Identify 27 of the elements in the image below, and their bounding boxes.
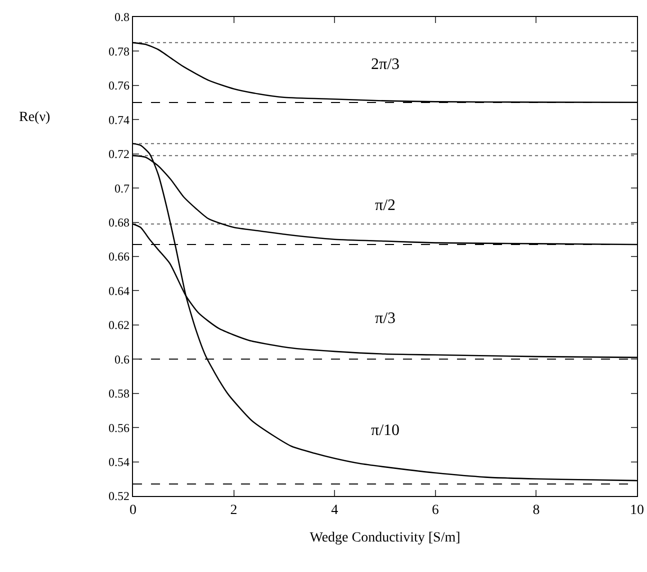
x-tick-label: 4 xyxy=(331,502,338,518)
y-tick-label: 0.56 xyxy=(108,420,130,435)
y-tick-label: 0.8 xyxy=(114,10,130,24)
y-tick-label: 0.78 xyxy=(108,44,130,58)
y-tick-label: 0.64 xyxy=(108,284,130,298)
y-axis-title: Re(ν) xyxy=(19,110,51,125)
y-tick-label: 0.62 xyxy=(108,318,130,332)
series-label: π/10 xyxy=(371,422,400,439)
y-tick-label: 0.54 xyxy=(108,454,130,469)
series-label: π/3 xyxy=(375,310,396,327)
y-tick-label: 0.7 xyxy=(114,181,130,196)
y-tick-label: 0.74 xyxy=(108,112,130,127)
x-tick-label: 2 xyxy=(230,502,238,518)
y-tick-label: 0.58 xyxy=(108,386,130,401)
y-tick-label: 0.68 xyxy=(108,215,130,230)
x-tick-label: 8 xyxy=(532,502,540,518)
y-tick-label: 0.6 xyxy=(114,352,130,366)
x-tick-label: 6 xyxy=(432,502,439,518)
y-tick-label: 0.76 xyxy=(108,78,130,93)
series-label: 2π/3 xyxy=(371,56,400,73)
y-tick-label: 0.72 xyxy=(108,147,130,162)
x-tick-label: 0 xyxy=(130,502,136,518)
series-label: π/2 xyxy=(375,197,396,214)
y-tick-label: 0.52 xyxy=(108,489,130,504)
y-tick-label: 0.66 xyxy=(108,250,130,264)
x-axis-title: Wedge Conductivity [S/m] xyxy=(310,530,460,546)
x-tick-label: 10 xyxy=(630,502,644,518)
